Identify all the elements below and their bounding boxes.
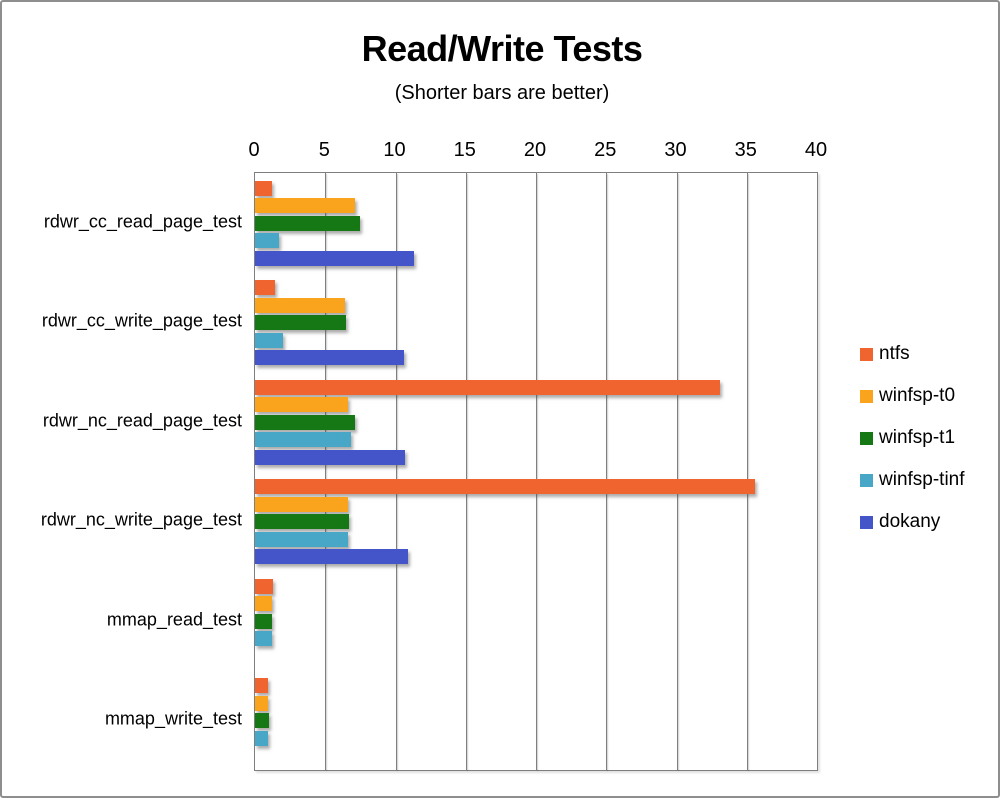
x-axis-tick-label-20: 20 [523, 139, 547, 161]
legend-swatch-winfsp-tinf [860, 473, 873, 487]
bar-winfsp-tinf-rdwr_cc_write_page_test [255, 332, 284, 348]
legend-label-winfsp-t0: winfsp-t0 [879, 385, 956, 406]
bar-ntfs-rdwr_nc_write_page_test [255, 479, 756, 494]
legend-item-dokany: dokany [860, 501, 995, 543]
bar-winfsp-tinf-rdwr_cc_read_page_test [255, 233, 279, 249]
legend-swatch-winfsp-t1 [860, 431, 873, 445]
bar-winfsp-t1-mmap_write_test [255, 713, 270, 729]
bar-winfsp-t1-rdwr_nc_read_page_test [255, 414, 355, 430]
bar-winfsp-tinf-mmap_write_test [255, 730, 268, 746]
bar-ntfs-rdwr_cc_read_page_test [255, 180, 272, 196]
gridline-20 [536, 173, 537, 770]
gridline-25 [606, 173, 608, 770]
category-label-rdwr_nc_read_page_test: rdwr_nc_read_page_test [42, 410, 242, 431]
legend: ntfs winfsp-t0 winfsp-t1 winfsp-tinf dokany [860, 333, 995, 543]
bar-winfsp-tinf-rdwr_nc_read_page_test [255, 432, 351, 448]
bar-dokany-rdwr_nc_write_page_test [255, 549, 409, 565]
legend-swatch-winfsp-t0 [860, 389, 873, 403]
bar-winfsp-t0-rdwr_cc_write_page_test [255, 297, 345, 313]
category-label-rdwr_cc_write_page_test: rdwr_cc_write_page_test [41, 310, 242, 331]
bar-dokany-rdwr_nc_read_page_test [255, 449, 406, 465]
legend-item-winfsp-t1: winfsp-t1 [860, 417, 995, 459]
gridline-15 [465, 173, 467, 770]
category-label-mmap_write_test: mmap_write_test [104, 708, 242, 729]
bar-winfsp-t0-mmap_write_test [255, 695, 268, 711]
bar-winfsp-tinf-mmap_read_test [255, 631, 272, 647]
legend-label-winfsp-tinf: winfsp-tinf [879, 469, 965, 490]
legend-label-ntfs: ntfs [879, 343, 910, 364]
category-label-mmap_read_test: mmap_read_test [106, 609, 242, 630]
bar-winfsp-tinf-rdwr_nc_write_page_test [255, 531, 348, 547]
legend-label-winfsp-t1: winfsp-t1 [879, 427, 956, 448]
legend-swatch-dokany [860, 515, 873, 529]
bar-dokany-rdwr_cc_read_page_test [255, 250, 414, 266]
x-axis: 0 5 10 15 20 25 30 35 40 [248, 132, 827, 164]
x-axis-tick-label-10: 10 [383, 139, 406, 161]
x-axis-tick-label-15: 15 [453, 139, 476, 161]
legend-swatch-ntfs [860, 347, 873, 361]
bar-winfsp-t1-rdwr_nc_write_page_test [255, 514, 350, 530]
x-axis-tick-label-35: 35 [734, 139, 757, 161]
x-axis-tick-label-0: 0 [248, 139, 260, 161]
bar-ntfs-rdwr_nc_read_page_test [255, 379, 721, 395]
x-axis-tick-label-30: 30 [664, 139, 687, 161]
legend-label-dokany: dokany [879, 511, 941, 532]
bar-winfsp-t0-rdwr_nc_read_page_test [255, 397, 348, 413]
chart-title: Read/Write Tests [361, 28, 643, 69]
chart-subtitle: (Shorter bars are better) [394, 82, 610, 104]
legend-item-ntfs: ntfs [860, 333, 995, 375]
bar-winfsp-t0-mmap_read_test [255, 596, 272, 612]
bar-winfsp-t0-rdwr_nc_write_page_test [255, 496, 348, 512]
x-axis-tick-label-25: 25 [594, 139, 617, 161]
x-axis-tick-label-40: 40 [804, 139, 828, 161]
gridline-5 [325, 173, 327, 770]
bar-ntfs-mmap_read_test [255, 578, 274, 594]
bar-ntfs-rdwr_cc_write_page_test [255, 280, 275, 295]
category-label-rdwr_cc_read_page_test: rdwr_cc_read_page_test [43, 211, 242, 232]
bar-ntfs-mmap_write_test [255, 678, 268, 693]
gridline-10 [395, 173, 397, 770]
bar-winfsp-t0-rdwr_cc_read_page_test [255, 198, 355, 214]
bar-dokany-rdwr_cc_write_page_test [255, 350, 404, 366]
x-axis-tick-label-5: 5 [318, 139, 330, 161]
bar-winfsp-t1-rdwr_cc_write_page_test [255, 315, 347, 331]
gridline-30 [676, 173, 678, 770]
plot-area [254, 172, 818, 771]
legend-item-winfsp-t0: winfsp-t0 [860, 375, 995, 417]
bar-winfsp-t1-mmap_read_test [255, 613, 272, 629]
category-label-rdwr_nc_write_page_test: rdwr_nc_write_page_test [40, 509, 242, 530]
y-axis-category-labels: rdwr_cc_read_page_test rdwr_cc_write_page… [2, 172, 242, 769]
legend-item-winfsp-tinf: winfsp-tinf [860, 459, 995, 501]
bar-winfsp-t1-rdwr_cc_read_page_test [255, 215, 361, 231]
gridline-35 [746, 173, 748, 770]
